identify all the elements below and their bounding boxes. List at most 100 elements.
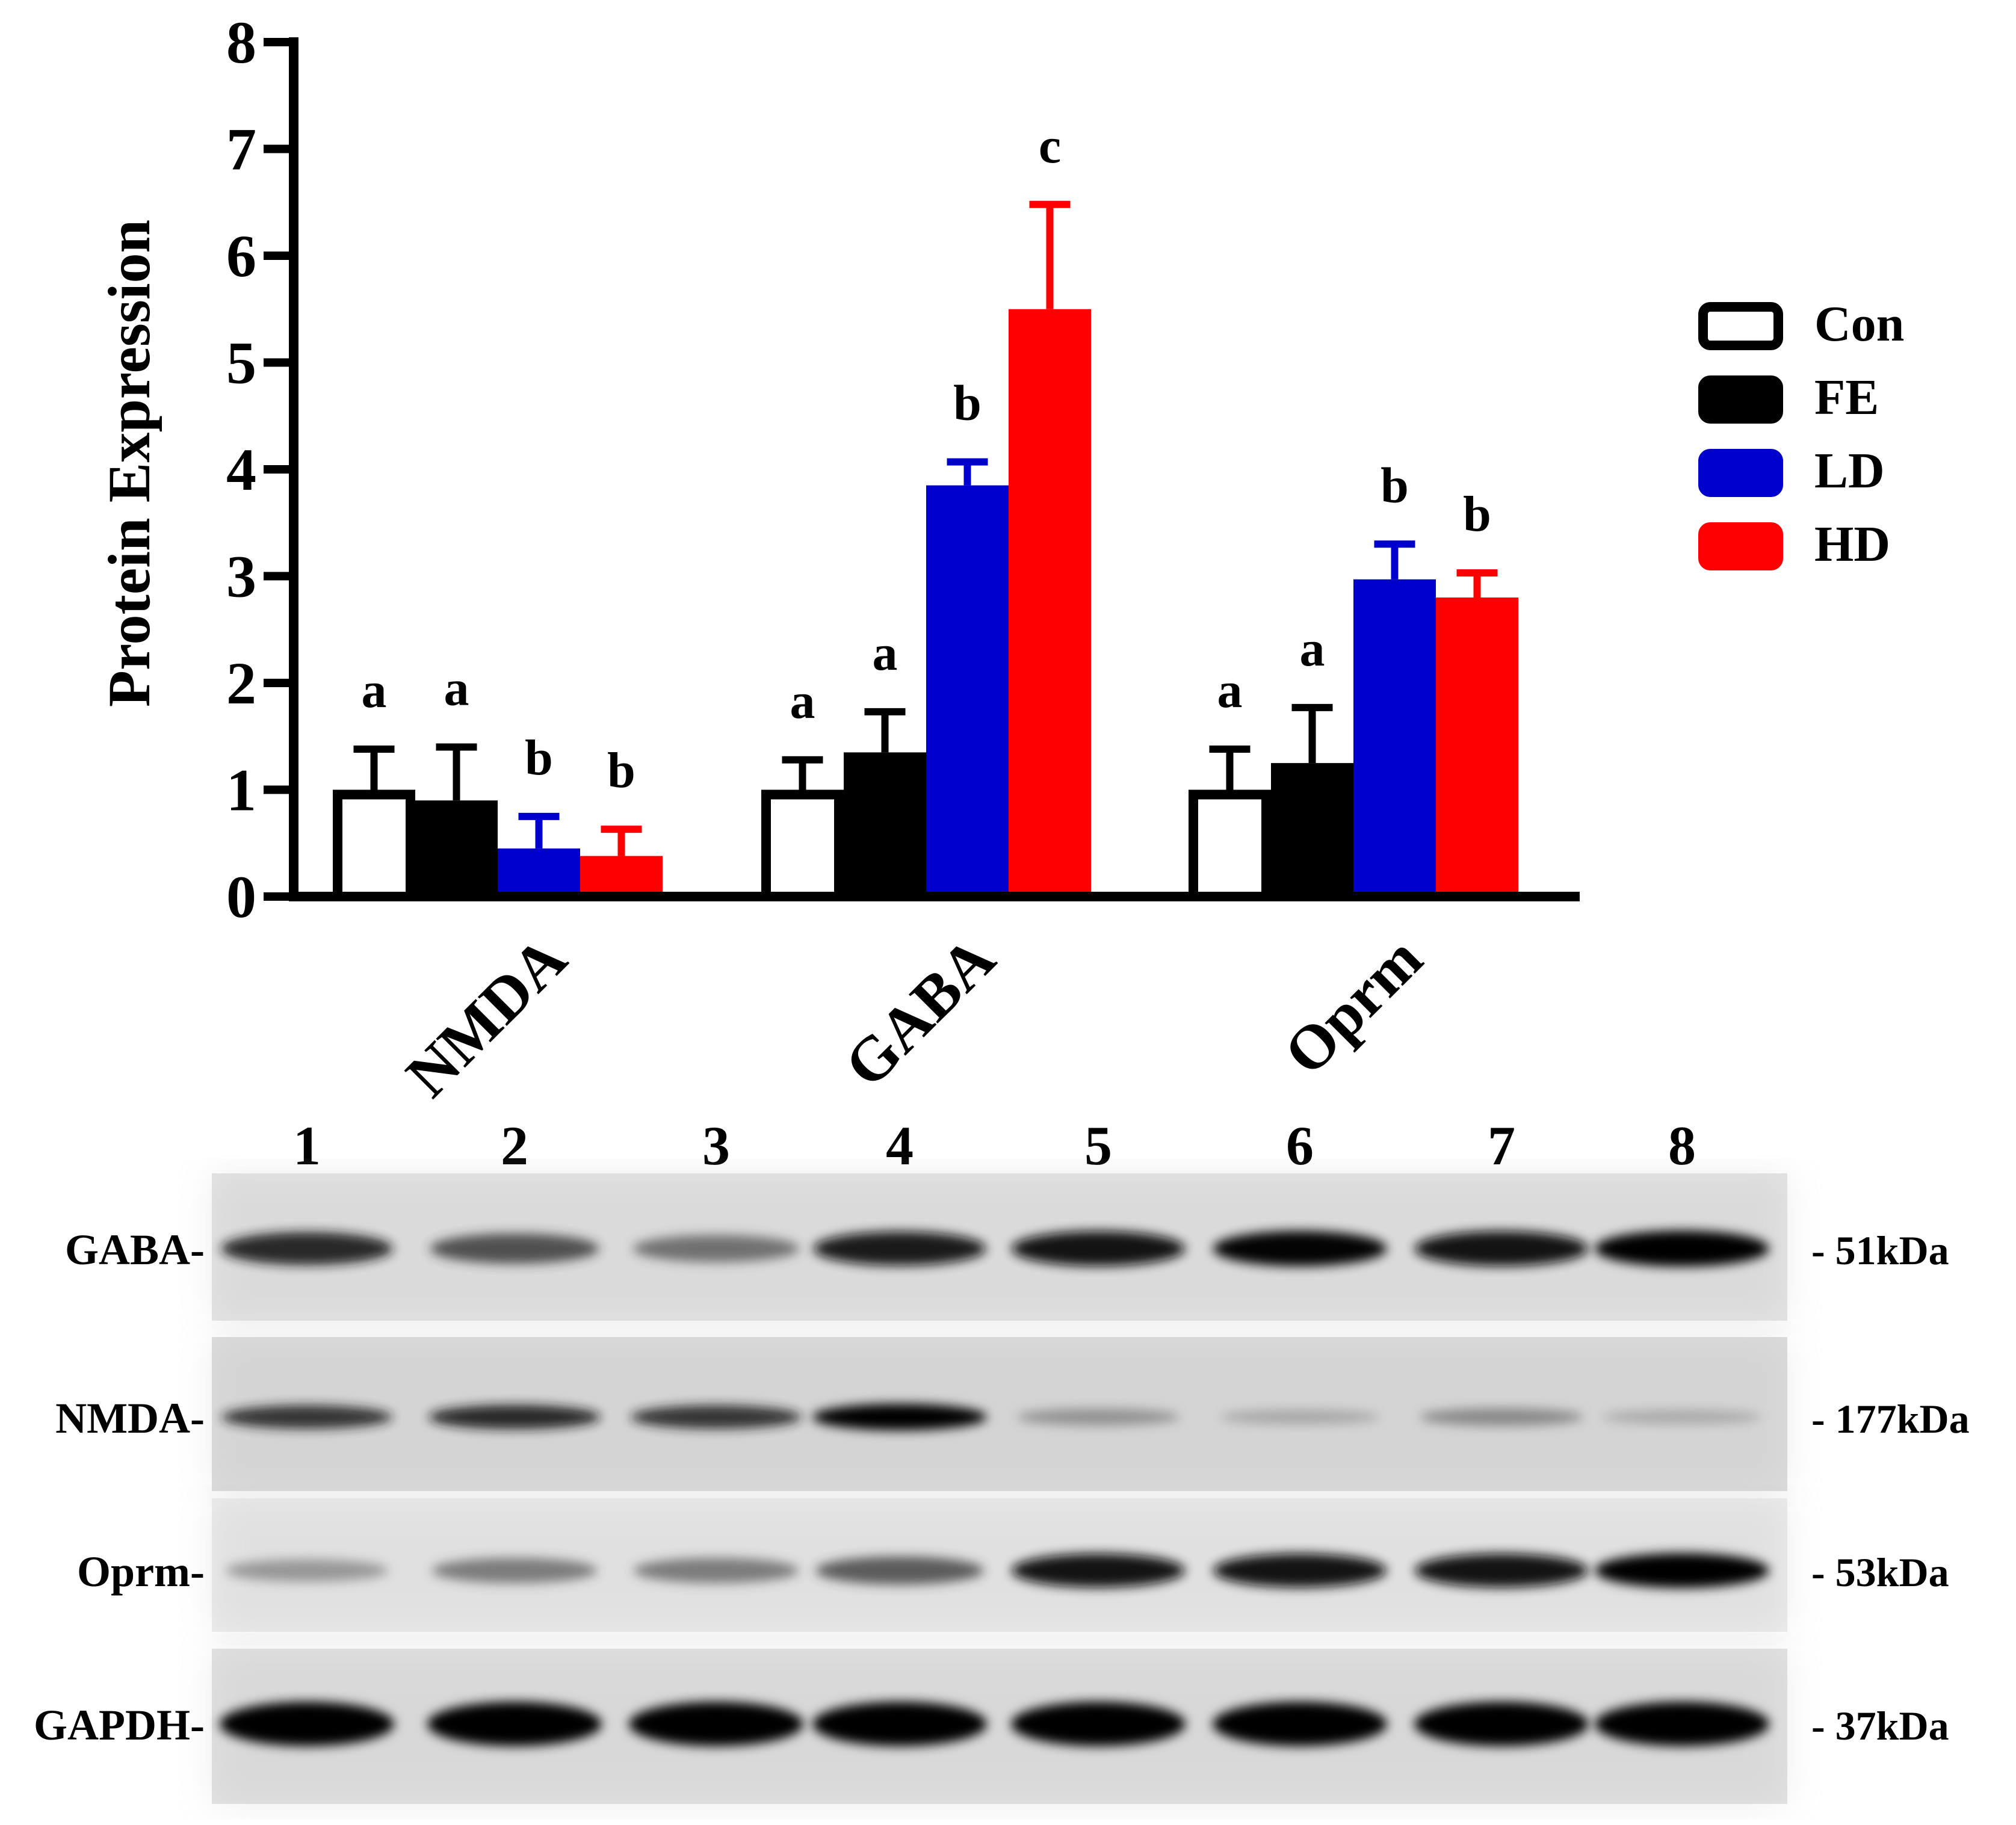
band-gapdh-lane-7	[1414, 1702, 1589, 1746]
lane-number-2: 2	[501, 1115, 528, 1176]
band-nmda-lane-6	[1220, 1409, 1380, 1425]
significance-letter-ld-gaba: b	[953, 375, 982, 431]
bar-fe-gaba	[844, 752, 926, 901]
bar-fe-oprm	[1271, 763, 1353, 901]
band-nmda-lane-2	[428, 1404, 601, 1430]
band-oprm-lane-7	[1414, 1553, 1589, 1588]
legend-label-hd: HD	[1814, 516, 1890, 572]
legend-label-ld: LD	[1814, 443, 1885, 499]
band-gaba-lane-6	[1213, 1231, 1387, 1267]
significance-letter-hd-gaba: c	[1039, 118, 1061, 174]
lane-number-5: 5	[1084, 1115, 1112, 1176]
band-gapdh-lane-1	[220, 1702, 394, 1746]
significance-letter-con-oprm: a	[1217, 662, 1243, 718]
blot-row-oprm: Oprm- - 53kDa	[77, 1498, 1949, 1632]
band-nmda-lane-3	[631, 1405, 802, 1429]
band-gaba-lane-3	[632, 1235, 800, 1262]
y-tick-label-8: 8	[226, 9, 256, 76]
band-gapdh-lane-2	[427, 1702, 602, 1746]
bar-con-gaba	[761, 789, 844, 901]
band-gaba-lane-5	[1011, 1231, 1186, 1267]
western-blot: 1 2 3 4 5 6 7 8 GABA- - 51kDa NMDA- - 177kDa Oprm- - …	[34, 1115, 1970, 1804]
y-tick-label-0: 0	[226, 863, 256, 930]
bar-con-oprm	[1189, 789, 1271, 901]
lane-number-1: 1	[293, 1115, 321, 1176]
bar-fe-nmda	[415, 800, 498, 901]
y-axis-label: Protein Expression	[96, 220, 162, 707]
band-oprm-lane-2	[431, 1557, 598, 1584]
blot-size-gapdh: - 37kDa	[1811, 1703, 1949, 1749]
significance-letter-ld-nmda: b	[525, 730, 553, 786]
y-tick-label-7: 7	[226, 116, 256, 183]
blot-size-oprm: - 53kDa	[1811, 1549, 1949, 1595]
x-tick-label-oprm: Oprm	[1271, 924, 1435, 1088]
bar-con-nmda	[333, 789, 415, 901]
significance-letter-ld-oprm: b	[1381, 457, 1409, 513]
legend-swatch-con	[1698, 302, 1783, 350]
blot-row-gaba: GABA- - 51kDa	[65, 1173, 1949, 1321]
band-nmda-lane-4	[812, 1404, 987, 1430]
blot-label-gapdh: GAPDH-	[34, 1701, 205, 1749]
x-tick-label-nmda: NMDA	[393, 924, 580, 1110]
band-gaba-lane-2	[430, 1233, 599, 1264]
lane-number-4: 4	[886, 1115, 914, 1176]
bar-ld-oprm	[1353, 579, 1436, 901]
significance-letter-fe-nmda: a	[444, 661, 469, 717]
significance-letter-fe-oprm: a	[1300, 621, 1325, 677]
axes: 0 1 2 3 4 5 6 7 8	[226, 9, 1580, 930]
bar-chart: Protein Expression a ab bNMDAaabcGABAaabbO…	[96, 9, 1904, 1110]
y-tick-label-6: 6	[226, 223, 256, 289]
y-tick-label-3: 3	[226, 543, 256, 610]
x-tick-label-gaba: GABA	[831, 924, 1008, 1101]
bar-group-oprm: a a bb Oprm	[1189, 457, 1518, 1088]
significance-letter-hd-oprm: b	[1463, 486, 1491, 542]
significance-letter-con-gaba: a	[790, 673, 815, 729]
lane-number-7: 7	[1488, 1115, 1515, 1176]
y-tick-label-4: 4	[226, 436, 256, 503]
blot-row-gapdh: GAPDH- - 37kDa	[34, 1649, 1949, 1804]
y-tick-label-2: 2	[226, 650, 256, 717]
legend-swatch-ld	[1698, 449, 1783, 497]
band-oprm-lane-5	[1011, 1553, 1186, 1588]
legend-swatch-hd	[1698, 522, 1783, 570]
bar-group-gaba: a a b c GABA	[761, 118, 1091, 1101]
legend-label-fe: FE	[1814, 369, 1879, 425]
significance-letter-hd-nmda: b	[607, 743, 635, 798]
blot-size-nmda: - 177kDa	[1811, 1396, 1970, 1442]
band-gaba-lane-1	[221, 1232, 393, 1265]
y-tick-label-1: 1	[226, 757, 256, 824]
band-gapdh-lane-6	[1213, 1702, 1387, 1746]
bar-ld-nmda	[498, 848, 580, 901]
band-nmda-lane-7	[1420, 1408, 1583, 1426]
bar-hd-gaba	[1009, 309, 1091, 901]
bar-hd-oprm	[1436, 598, 1518, 901]
bar-hd-nmda	[580, 856, 663, 902]
blot-label-nmda: NMDA-	[55, 1394, 205, 1442]
legend-label-con: Con	[1814, 296, 1904, 352]
band-gapdh-lane-3	[629, 1702, 803, 1746]
band-oprm-lane-8	[1595, 1553, 1769, 1588]
band-oprm-lane-3	[633, 1557, 799, 1584]
blot-size-gaba: - 51kDa	[1811, 1227, 1949, 1273]
significance-letter-con-nmda: a	[362, 662, 387, 718]
lane-number-8: 8	[1668, 1115, 1696, 1176]
band-gaba-lane-4	[813, 1231, 986, 1266]
blot-row-nmda: NMDA- - 177kDa	[55, 1337, 1970, 1491]
blot-label-gaba: GABA-	[65, 1226, 205, 1274]
band-gaba-lane-7	[1414, 1231, 1589, 1267]
bar-ld-gaba	[926, 485, 1009, 901]
band-gapdh-lane-8	[1595, 1702, 1769, 1746]
band-nmda-lane-8	[1602, 1409, 1762, 1425]
band-oprm-lane-6	[1213, 1553, 1387, 1588]
lane-number-6: 6	[1286, 1115, 1314, 1176]
legend-swatch-fe	[1698, 375, 1783, 424]
band-nmda-lane-5	[1016, 1408, 1180, 1426]
band-gapdh-lane-5	[1011, 1702, 1186, 1746]
y-tick-label-5: 5	[226, 330, 256, 397]
legend: Con FE LD HD	[1698, 296, 1904, 572]
lane-number-3: 3	[702, 1115, 730, 1176]
band-nmda-lane-1	[221, 1405, 392, 1429]
